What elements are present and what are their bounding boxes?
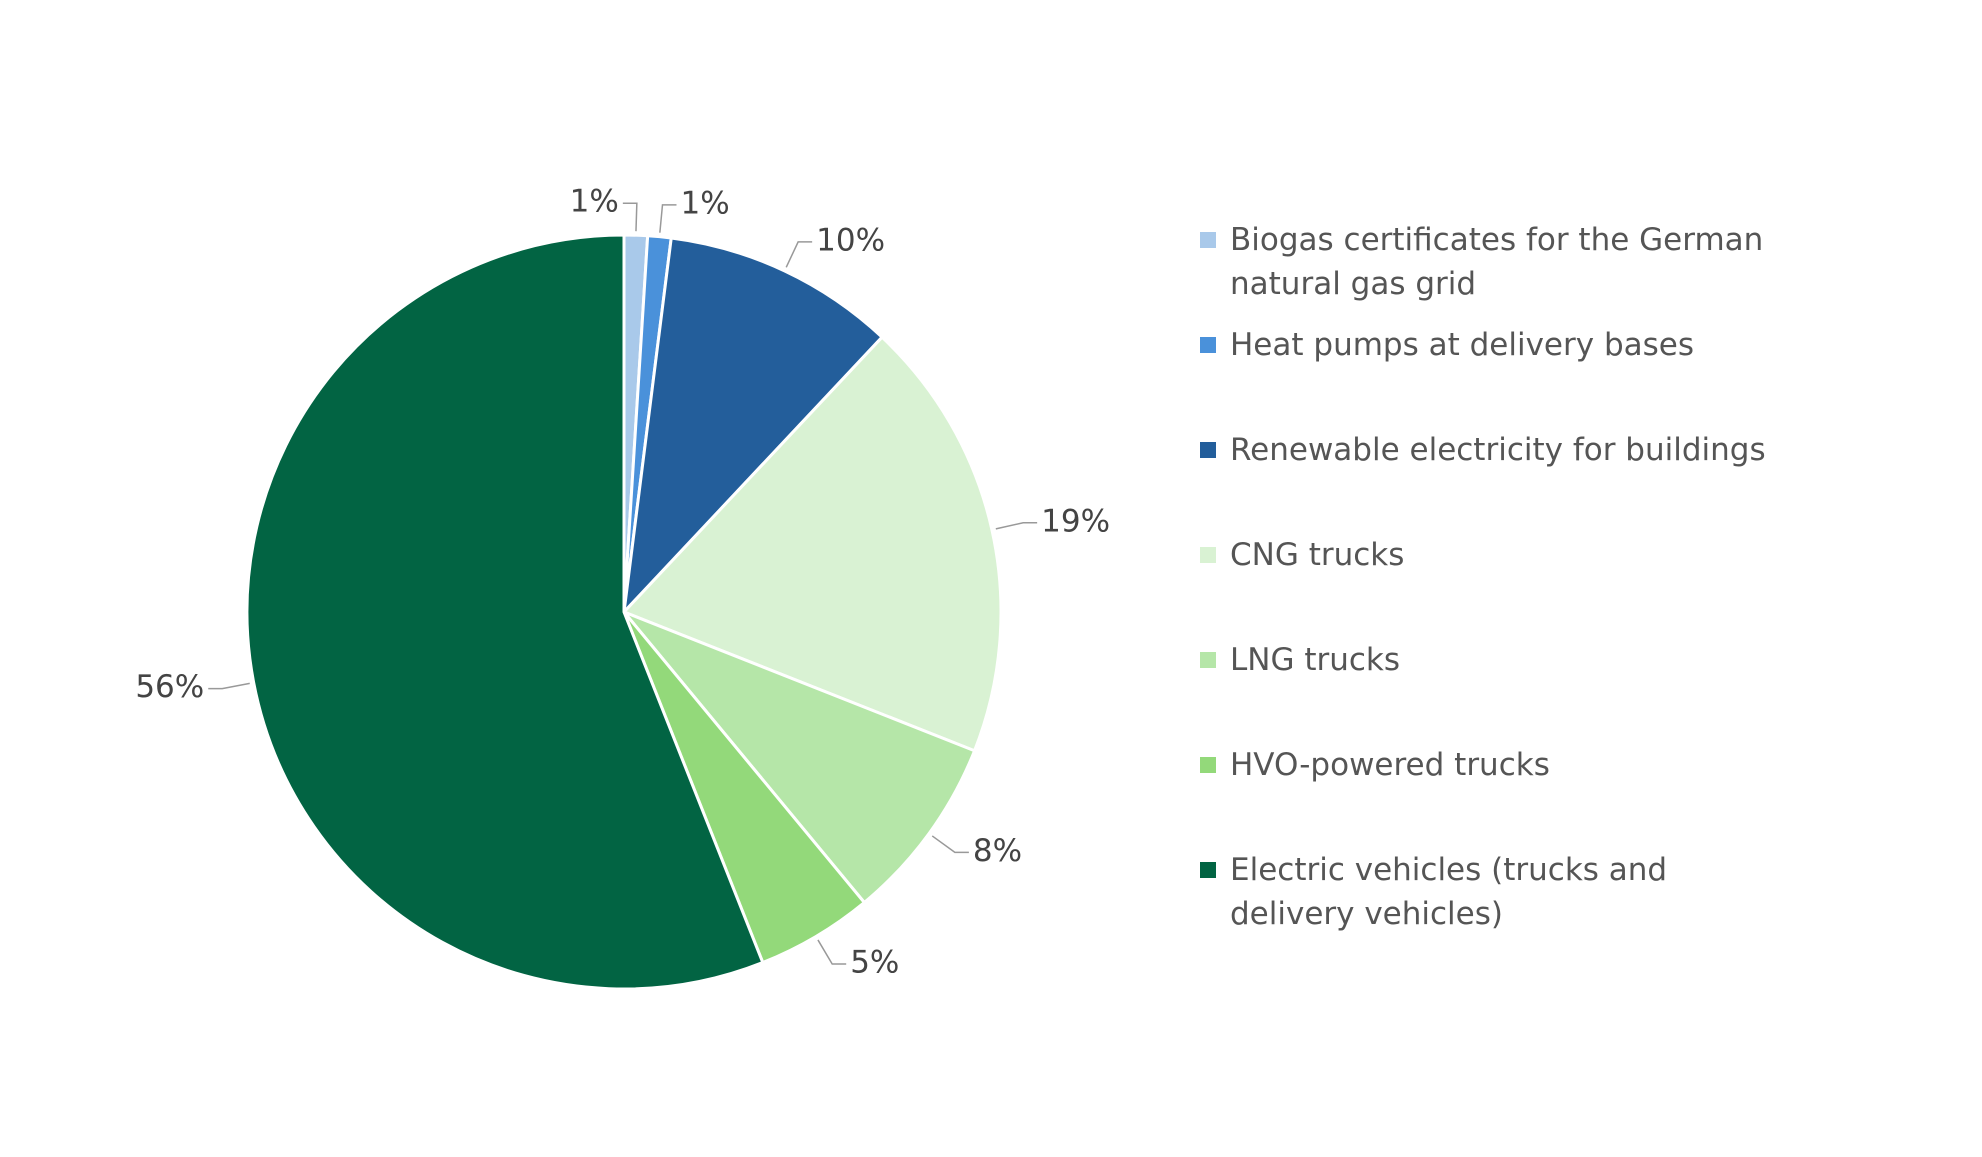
data-label: 19%	[1041, 503, 1110, 539]
legend-swatch	[1200, 442, 1216, 458]
legend-label: CNG trucks	[1230, 537, 1405, 573]
data-label: 10%	[816, 222, 885, 258]
leader-line	[659, 204, 677, 233]
legend-label: Heat pumps at delivery bases	[1230, 327, 1694, 363]
leader-line	[995, 522, 1038, 530]
pie-slice	[622, 610, 977, 905]
legend-label: HVO-powered trucks	[1230, 747, 1550, 783]
legend-swatch	[1200, 757, 1216, 773]
legend-item: Biogas certificates for the German natur…	[1200, 218, 1800, 323]
pie-slice	[621, 335, 1003, 753]
data-label: 8%	[973, 833, 1022, 869]
leader-line	[817, 939, 847, 965]
legend-swatch	[1200, 652, 1216, 668]
leader-line	[785, 241, 813, 268]
legend-item: LNG trucks	[1200, 638, 1800, 743]
data-label: 56%	[135, 669, 204, 705]
leader-line	[208, 682, 250, 690]
pie-slice	[245, 233, 765, 991]
data-label: 1%	[570, 184, 619, 220]
pie-slice	[621, 236, 885, 617]
legend-item: Electric vehicles (trucks and delivery v…	[1200, 848, 1800, 953]
data-label: 5%	[850, 945, 899, 981]
leader-line	[931, 835, 969, 854]
legend-item: CNG trucks	[1200, 533, 1800, 638]
legend-label: LNG trucks	[1230, 642, 1401, 678]
legend-item: HVO-powered trucks	[1200, 743, 1800, 848]
legend-swatch	[1200, 337, 1216, 353]
legend-item: Heat pumps at delivery bases	[1200, 323, 1800, 428]
legend-item: Renewable electricity for buildings	[1200, 428, 1800, 533]
legend-swatch	[1200, 862, 1216, 878]
data-label: 1%	[680, 185, 729, 221]
legend-label: Renewable electricity for buildings	[1230, 432, 1766, 468]
leader-line	[622, 202, 638, 232]
legend: Biogas certificates for the German natur…	[1200, 218, 1800, 953]
legend-swatch	[1200, 547, 1216, 563]
legend-label: Biogas certificates for the German natur…	[1230, 222, 1764, 302]
legend-label: Electric vehicles (trucks and delivery v…	[1230, 852, 1668, 932]
legend-swatch	[1200, 232, 1216, 248]
